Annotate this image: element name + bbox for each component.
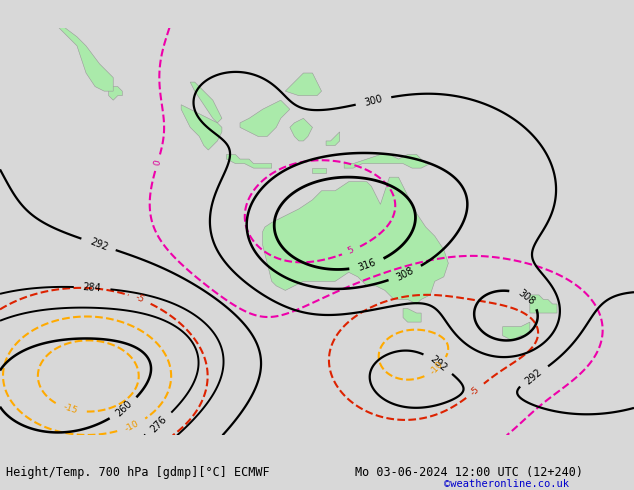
Text: 0: 0 xyxy=(153,159,163,167)
Polygon shape xyxy=(181,105,222,150)
Text: 292: 292 xyxy=(428,353,449,373)
Text: -10: -10 xyxy=(429,360,445,376)
Text: 284: 284 xyxy=(82,282,102,294)
Text: 316: 316 xyxy=(357,257,377,273)
Text: 5: 5 xyxy=(347,245,356,256)
Polygon shape xyxy=(190,82,222,123)
Text: 292: 292 xyxy=(88,236,109,252)
Polygon shape xyxy=(503,322,530,340)
Text: -10: -10 xyxy=(123,418,141,433)
Text: 292: 292 xyxy=(524,367,544,386)
Polygon shape xyxy=(262,177,448,304)
Polygon shape xyxy=(403,309,421,322)
Polygon shape xyxy=(55,14,113,91)
Text: -5: -5 xyxy=(469,385,481,397)
Text: -5: -5 xyxy=(134,293,146,305)
Polygon shape xyxy=(530,295,557,313)
Text: 308: 308 xyxy=(515,288,536,307)
Text: Height/Temp. 700 hPa [gdmp][°C] ECMWF: Height/Temp. 700 hPa [gdmp][°C] ECMWF xyxy=(6,466,270,479)
Polygon shape xyxy=(313,168,326,172)
Text: 260: 260 xyxy=(113,399,134,418)
Polygon shape xyxy=(240,100,290,136)
Polygon shape xyxy=(290,118,313,141)
Text: Mo 03-06-2024 12:00 UTC (12+240): Mo 03-06-2024 12:00 UTC (12+240) xyxy=(355,466,583,479)
Text: -15: -15 xyxy=(61,402,79,416)
Text: 300: 300 xyxy=(363,94,384,108)
Polygon shape xyxy=(226,154,272,168)
Polygon shape xyxy=(285,73,321,96)
Polygon shape xyxy=(344,154,430,168)
Text: ©weatheronline.co.uk: ©weatheronline.co.uk xyxy=(444,479,569,489)
Polygon shape xyxy=(108,87,122,100)
Text: 308: 308 xyxy=(395,265,416,282)
Polygon shape xyxy=(326,132,340,146)
Text: 276: 276 xyxy=(149,414,169,434)
